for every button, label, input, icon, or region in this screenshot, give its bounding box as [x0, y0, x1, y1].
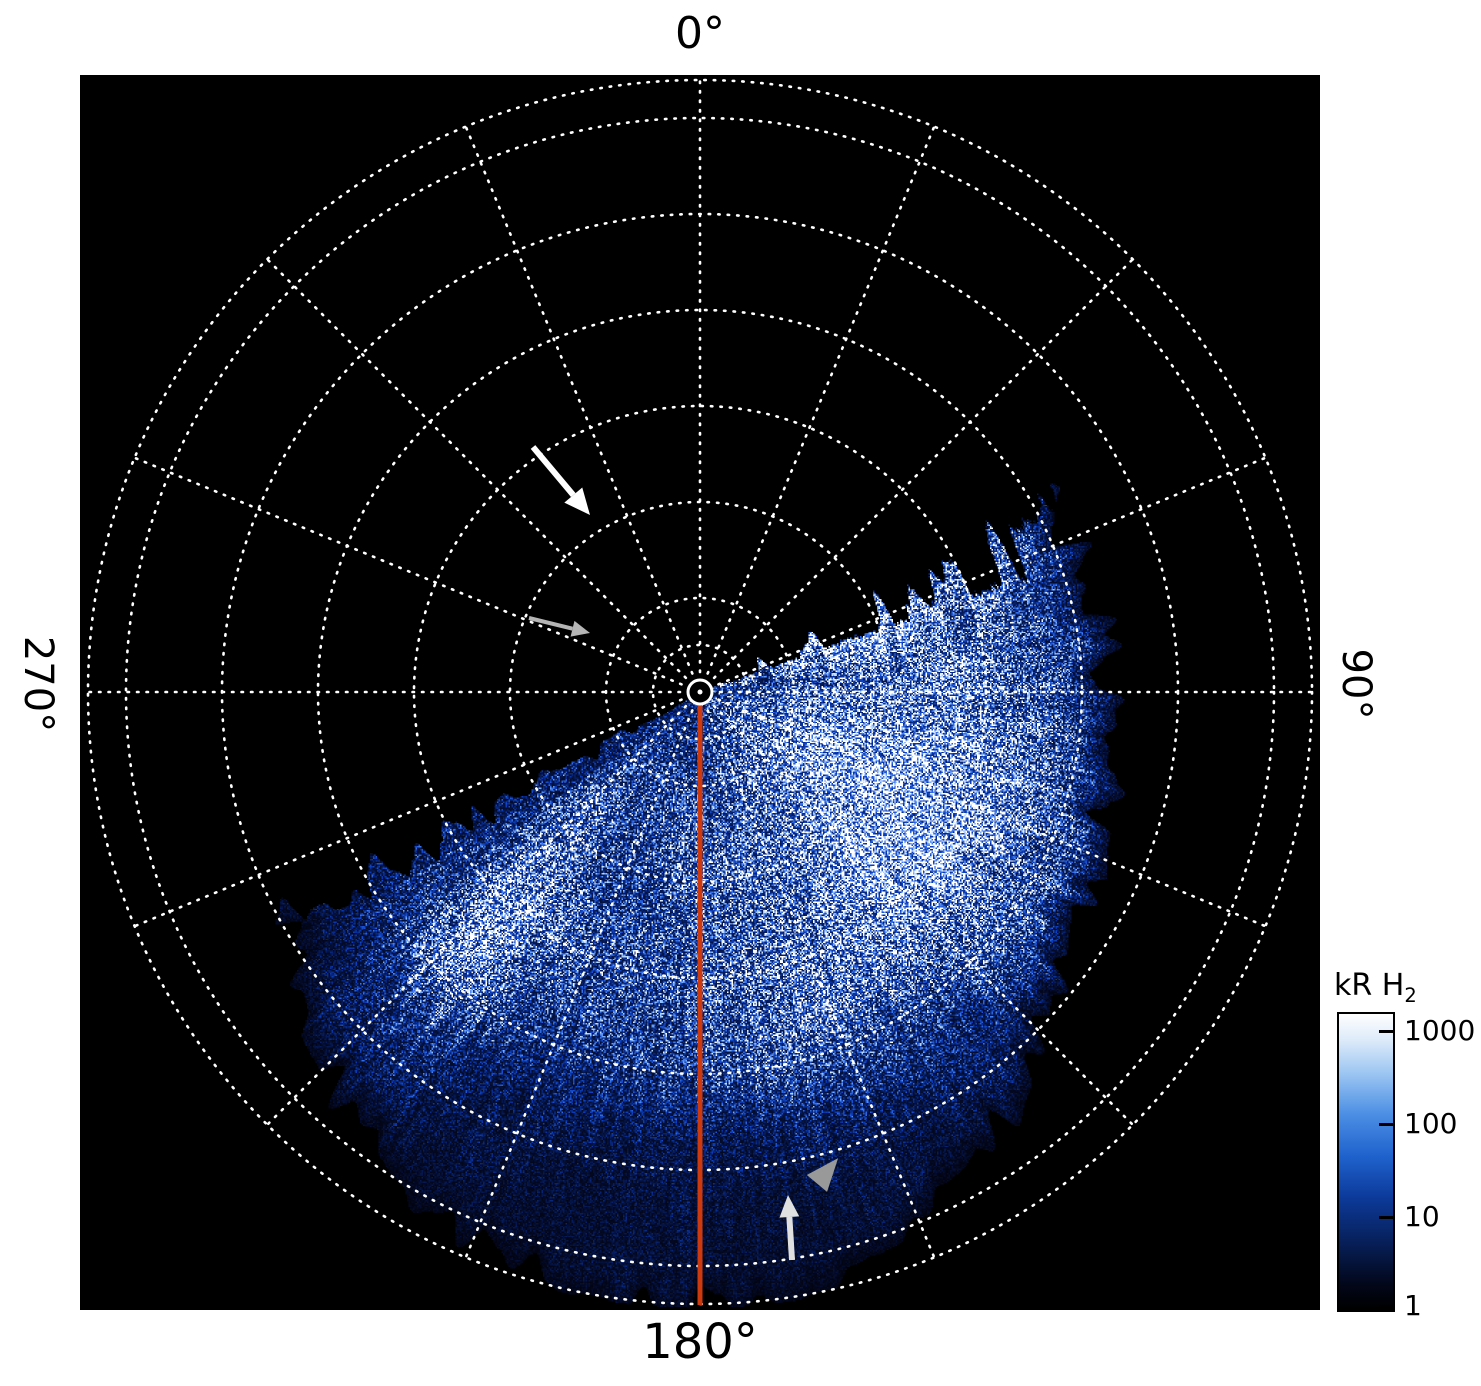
colorbar-gradient — [1337, 1012, 1395, 1312]
grid-spoke — [712, 257, 1135, 680]
grid-spoke — [717, 698, 1267, 928]
center-pole-dot — [697, 689, 703, 695]
colorbar-tick-label: 1 — [1404, 1289, 1422, 1323]
grid-spoke — [706, 125, 936, 675]
polar-plot — [80, 75, 1320, 1310]
gray-arrowhead — [806, 1158, 839, 1192]
grid-ring — [604, 596, 796, 788]
colorbar-tick-label: 100 — [1404, 1107, 1458, 1140]
white-arrow — [530, 445, 590, 515]
angle-label-0: 0° — [675, 8, 725, 59]
angle-label-90: 90° — [1333, 648, 1379, 720]
gray-arrow — [528, 616, 590, 637]
grid-spoke — [706, 709, 936, 1259]
colorbar: kR H2 1000 100 10 1 — [1320, 958, 1481, 1386]
polar-grid-overlay — [86, 78, 1314, 1306]
grid-spoke — [265, 257, 688, 680]
grid-spoke — [265, 704, 688, 1127]
colorbar-tick-mark — [1379, 1123, 1393, 1126]
light-gray-arrow-up — [779, 1195, 800, 1261]
colorbar-tick-mark — [1379, 1305, 1393, 1309]
angle-label-270: 270° — [15, 635, 61, 733]
colorbar-tick-mark — [1379, 1029, 1393, 1033]
grid-ring — [651, 643, 749, 741]
colorbar-tick-label: 10 — [1404, 1200, 1440, 1234]
grid-spoke — [133, 698, 683, 928]
colorbar-units: kR H — [1334, 968, 1405, 1003]
grid-spoke — [464, 709, 694, 1259]
colorbar-tick-mark — [1379, 1216, 1393, 1220]
grid-spoke — [717, 456, 1267, 686]
colorbar-units-subscript: 2 — [1404, 984, 1417, 1007]
colorbar-title: kR H2 — [1334, 968, 1417, 1007]
grid-spoke — [133, 456, 683, 686]
grid-spoke — [464, 125, 694, 675]
grid-spoke — [712, 704, 1135, 1127]
colorbar-tick-label: 1000 — [1404, 1013, 1476, 1047]
angle-label-180: 180° — [642, 1314, 758, 1370]
